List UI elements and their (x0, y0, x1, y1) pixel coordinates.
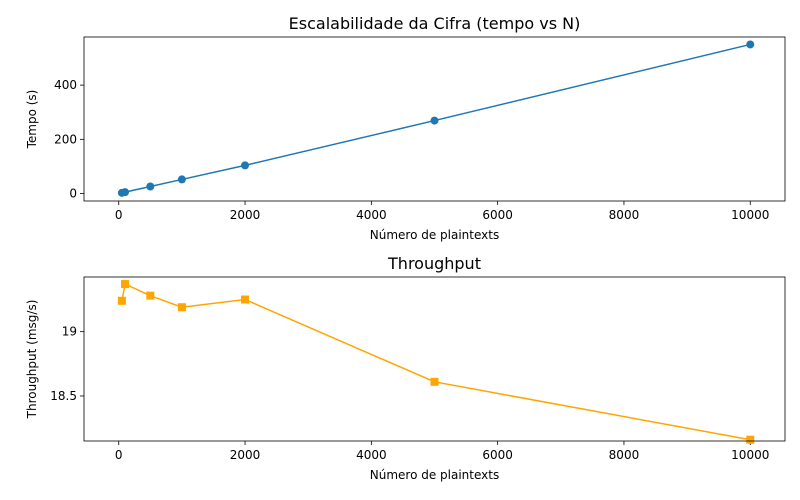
bottom-x-tick-label: 6000 (482, 448, 513, 462)
top-y-tick-label: 200 (54, 132, 77, 146)
bottom-chart-title: Throughput (387, 254, 481, 273)
top-data-point (430, 116, 439, 125)
top-x-tick-label: 8000 (609, 208, 640, 222)
bottom-data-point (746, 435, 755, 444)
top-plot-frame (83, 36, 786, 202)
bottom-data-point (146, 291, 155, 300)
top-x-tick-label: 10000 (731, 208, 769, 222)
top-chart-panel: Escalabilidade da Cifra (tempo vs N) 0 200… (25, 14, 786, 242)
bottom-data-point (430, 377, 439, 386)
bottom-x-tick-label: 8000 (609, 448, 640, 462)
bottom-x-axis-label: Número de plaintexts (370, 468, 499, 482)
bottom-series-line (121, 282, 751, 441)
bottom-x-tick-label: 10000 (731, 448, 769, 462)
top-x-tick-label: 0 (115, 208, 123, 222)
bottom-y-axis-label: Throughput (msg/s) (25, 300, 39, 420)
bottom-plot-frame (83, 276, 786, 442)
top-data-point (146, 182, 155, 191)
top-y-tick-label: 400 (54, 78, 77, 92)
bottom-data-point (121, 280, 130, 289)
top-data-point (177, 175, 186, 184)
top-x-tick-label: 2000 (230, 208, 261, 222)
top-x-tick-label: 6000 (482, 208, 513, 222)
top-y-axis-label: Tempo (s) (25, 90, 39, 150)
bottom-x-tick-label: 4000 (356, 448, 387, 462)
bottom-y-tick-label: 18.5 (50, 389, 77, 403)
top-x-tick-label: 4000 (356, 208, 387, 222)
top-data-point (241, 161, 250, 170)
bottom-x-tick-label: 0 (115, 448, 123, 462)
top-x-axis-label: Número de plaintexts (370, 228, 499, 242)
top-chart-title: Escalabilidade da Cifra (tempo vs N) (289, 14, 581, 33)
bottom-chart-panel: Throughput 0 2000 4000 6000 8000 10000 18.5 19 Nú… (25, 254, 786, 482)
bottom-data-point (241, 295, 250, 304)
top-y-tick-label: 0 (69, 187, 77, 201)
bottom-x-tick-label: 2000 (230, 448, 261, 462)
bottom-data-point (117, 296, 126, 305)
bottom-y-tick-label: 19 (62, 325, 77, 339)
bottom-data-point (177, 303, 186, 312)
top-data-point (121, 188, 130, 197)
top-data-point (746, 40, 755, 49)
